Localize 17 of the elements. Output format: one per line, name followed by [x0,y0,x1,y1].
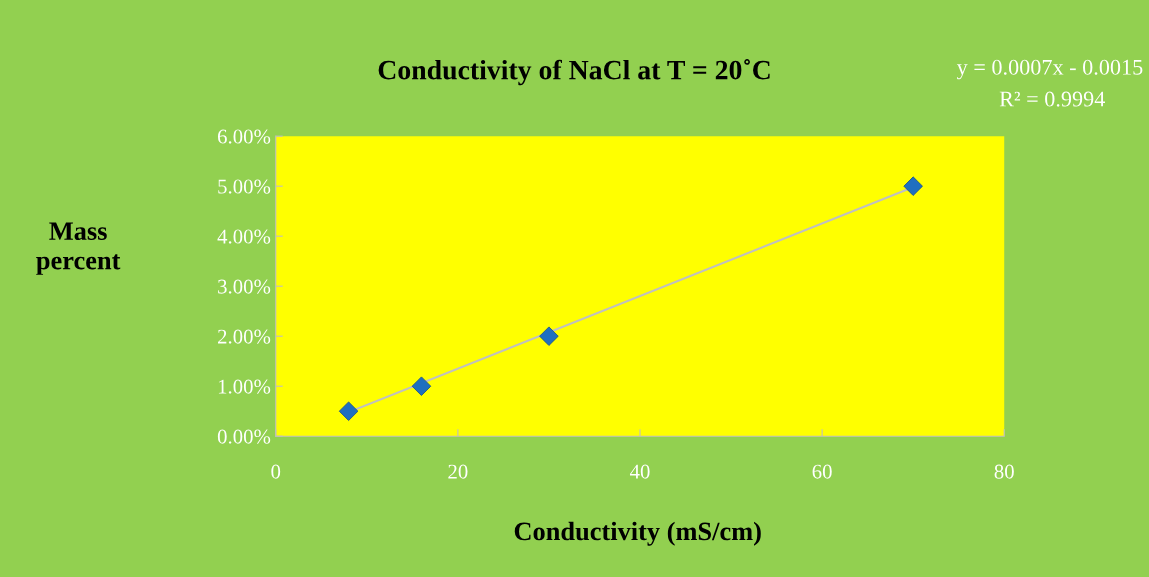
y-tick-label: 6.00% [217,129,271,144]
y-tick-label: 5.00% [218,179,271,194]
text: y = 0.0007x - 0.0015 [956,59,1143,80]
y-tick-label: 0.00% [217,429,271,444]
y-tick-label: 1.00% [218,379,271,394]
y-tick-label: 4.00% [217,229,271,244]
chart-title: Conductivity of NaCl at T = 20˚C [378,59,770,86]
x-tick-label: 0 [271,464,281,479]
x-tick-label: 60 [812,464,832,479]
y-tick-label: 2.00% [218,329,271,344]
y-axis-title: Mass percent [36,222,121,275]
x-axis-title: Conductivity (mS/cm) [514,521,761,546]
y-tick-label: 3.00% [218,279,271,294]
text: R² = 0.9994 [999,91,1105,107]
x-tick-label: 20 [448,464,468,479]
x-tick-label: 80 [994,464,1014,479]
x-tick-label: 40 [629,464,650,479]
